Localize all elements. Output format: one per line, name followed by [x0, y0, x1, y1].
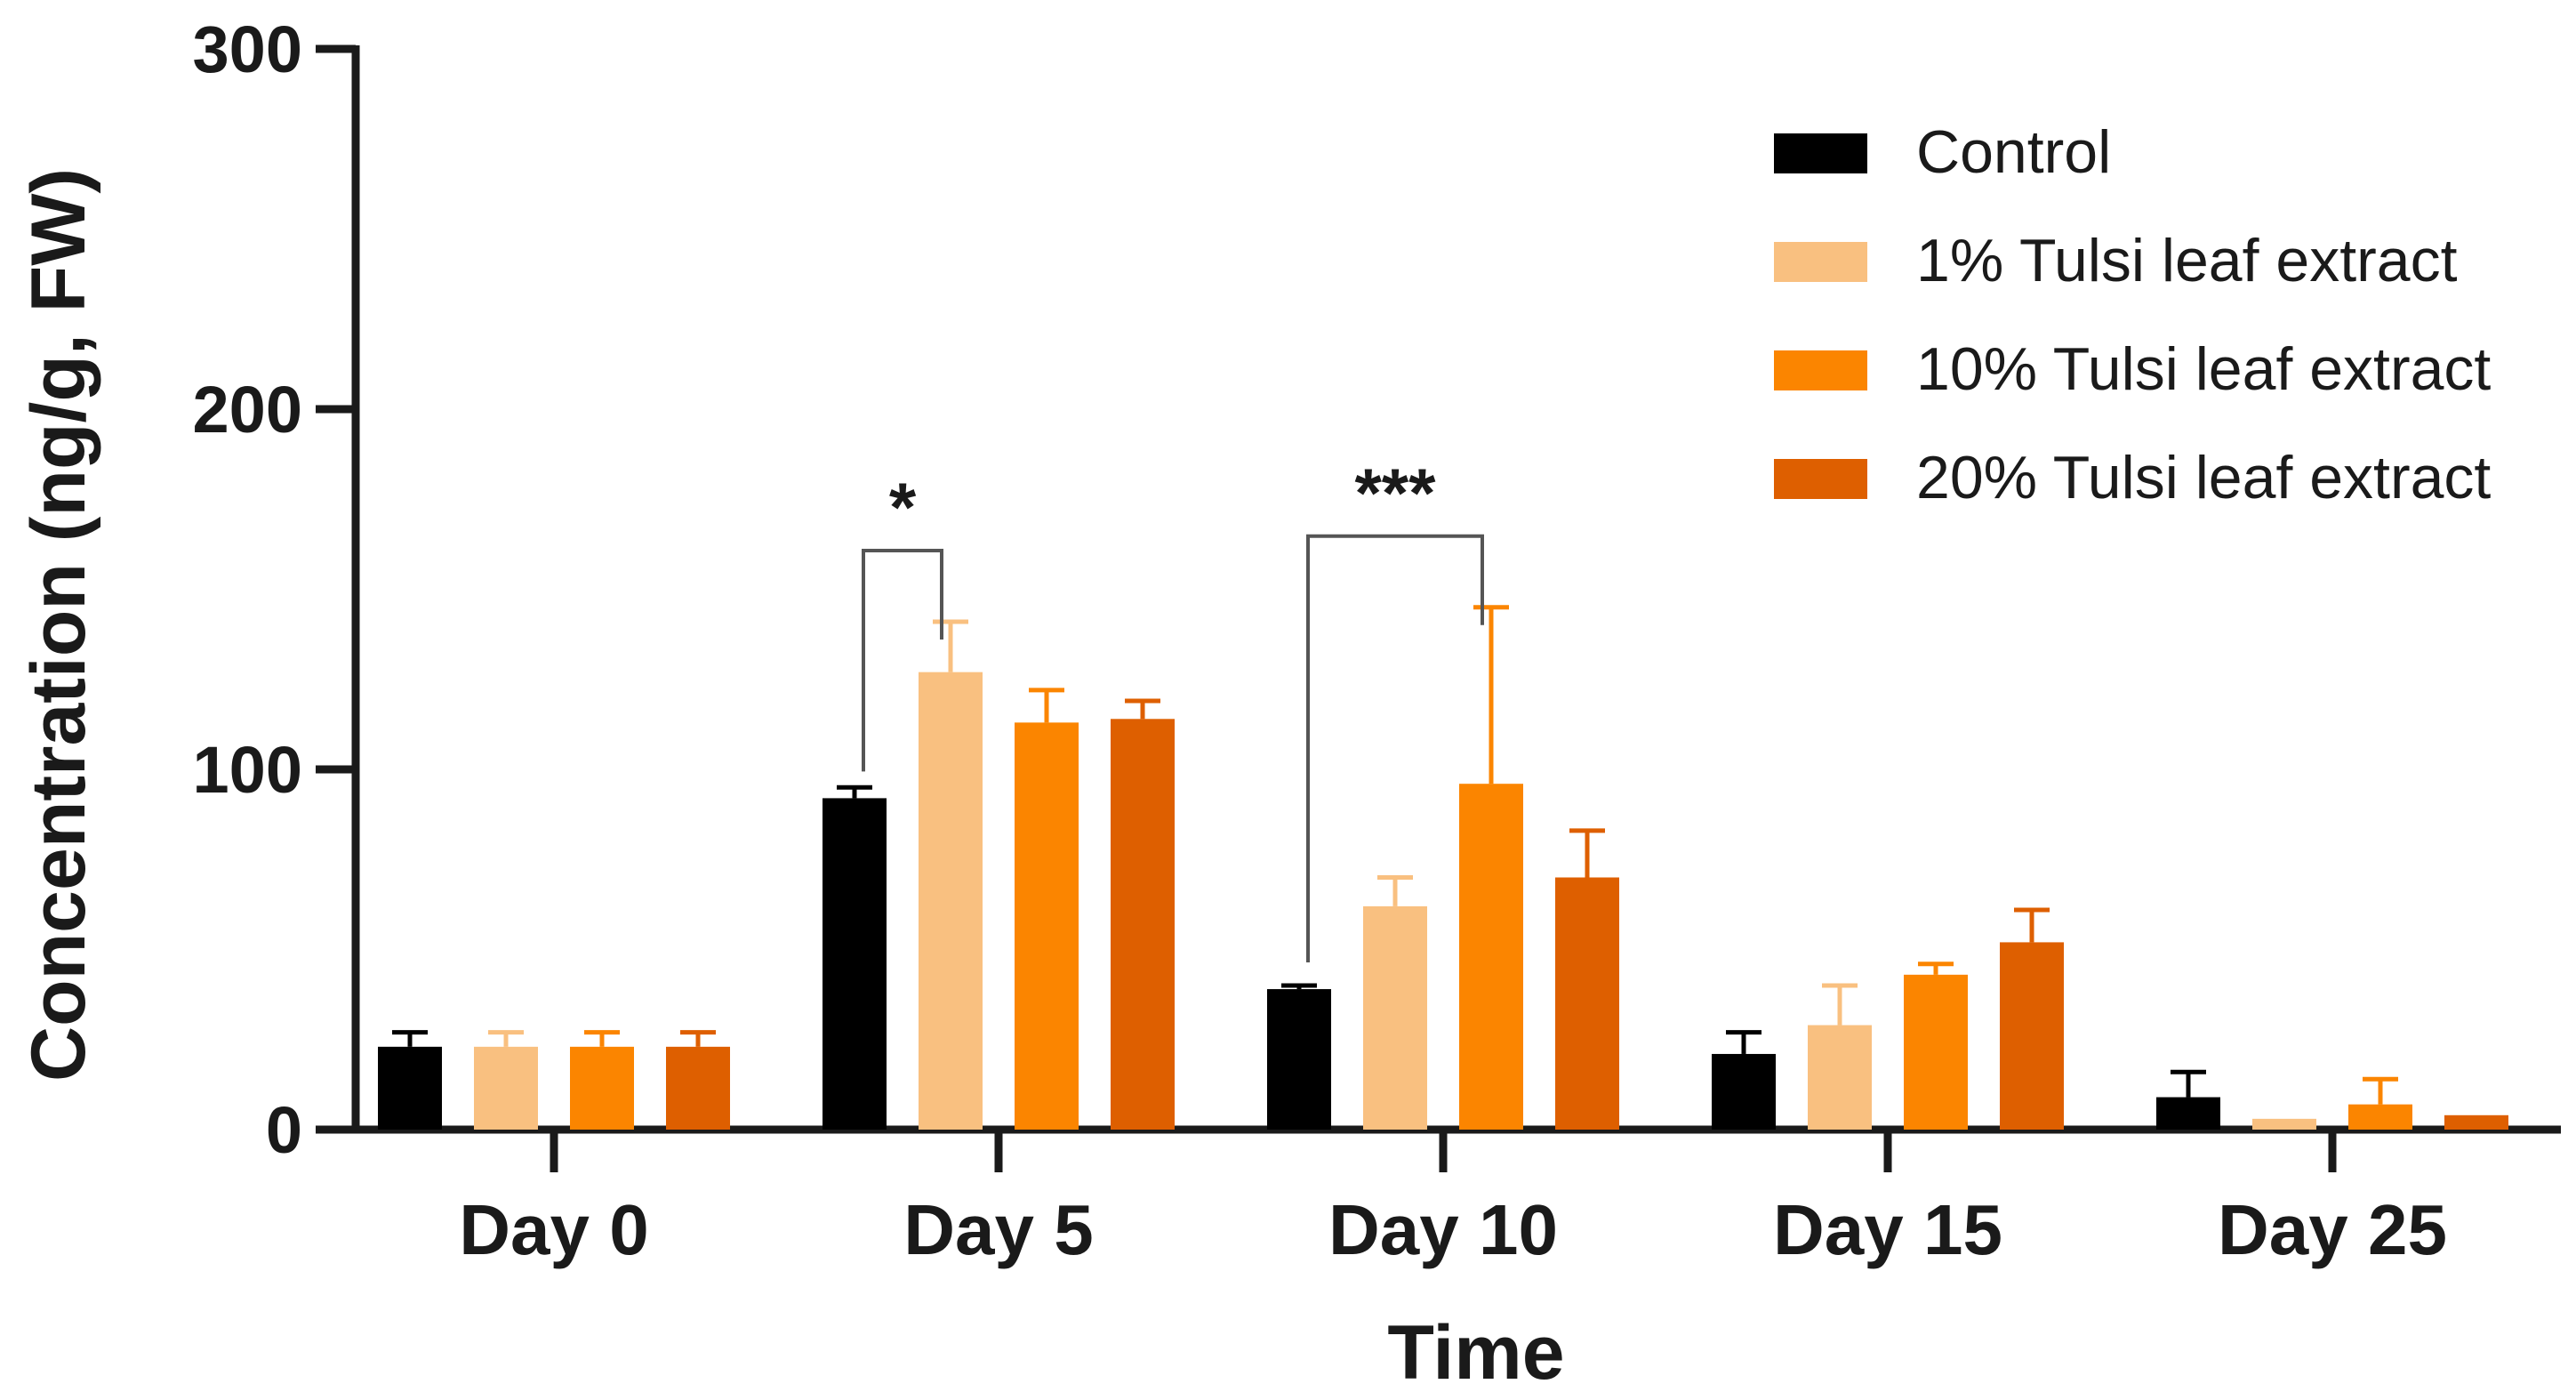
bars-layer — [378, 605, 2508, 1130]
significance-label: *** — [1354, 454, 1436, 532]
legend-swatch — [1774, 242, 1867, 282]
bar — [1555, 877, 1619, 1130]
bar — [823, 798, 887, 1130]
bar — [570, 1046, 634, 1130]
bar — [1712, 1053, 1776, 1130]
y-tick-label: 0 — [266, 1093, 302, 1167]
x-tick-label: Day 25 — [2218, 1190, 2447, 1269]
legend-label: 1% Tulsi leaf extract — [1916, 227, 2458, 294]
legend-swatch — [1774, 133, 1867, 173]
significance-bracket — [1306, 534, 1484, 963]
bar — [2444, 1114, 2508, 1130]
bar — [2000, 942, 2064, 1130]
legend-label: 10% Tulsi leaf extract — [1916, 335, 2491, 403]
y-axis-title: Concentration (ng/g, FW) — [16, 168, 101, 1082]
annotations-layer: * *** — [862, 454, 1484, 963]
legend-label: 20% Tulsi leaf extract — [1916, 444, 2491, 511]
y-tick-label: 300 — [193, 12, 302, 86]
x-tick-label: Day 15 — [1773, 1190, 2002, 1269]
legend-label: Control — [1916, 118, 2111, 186]
bar — [1904, 974, 1968, 1130]
bar — [474, 1046, 538, 1130]
significance-bracket — [862, 548, 943, 772]
bar — [1459, 784, 1523, 1130]
bar — [919, 672, 983, 1130]
bar — [1363, 905, 1427, 1130]
bar — [2156, 1097, 2220, 1130]
x-tick-label: Day 5 — [903, 1190, 1093, 1269]
bar — [1015, 722, 1079, 1130]
bar — [1808, 1025, 1872, 1130]
bar — [1267, 989, 1331, 1130]
axes-layer: 0 100 200 300 Day 0 Day 5 Day 10 Day 15 Day 25 — [193, 12, 2561, 1269]
bar — [2348, 1104, 2412, 1130]
x-tick-label: Day 0 — [459, 1190, 648, 1269]
bar — [2252, 1118, 2316, 1130]
x-tick-label: Day 10 — [1328, 1190, 1558, 1269]
legend-swatch — [1774, 459, 1867, 499]
bar — [666, 1046, 730, 1130]
significance-label: * — [889, 468, 917, 546]
legend-swatch — [1774, 350, 1867, 390]
x-axis-title: Time — [1387, 1310, 1564, 1392]
y-tick-label: 200 — [193, 373, 302, 447]
bar — [378, 1046, 442, 1130]
y-tick-label: 100 — [193, 733, 302, 807]
legend: Control 1% Tulsi leaf extract 10% Tulsi le… — [1774, 118, 2491, 511]
bar — [1111, 719, 1175, 1130]
